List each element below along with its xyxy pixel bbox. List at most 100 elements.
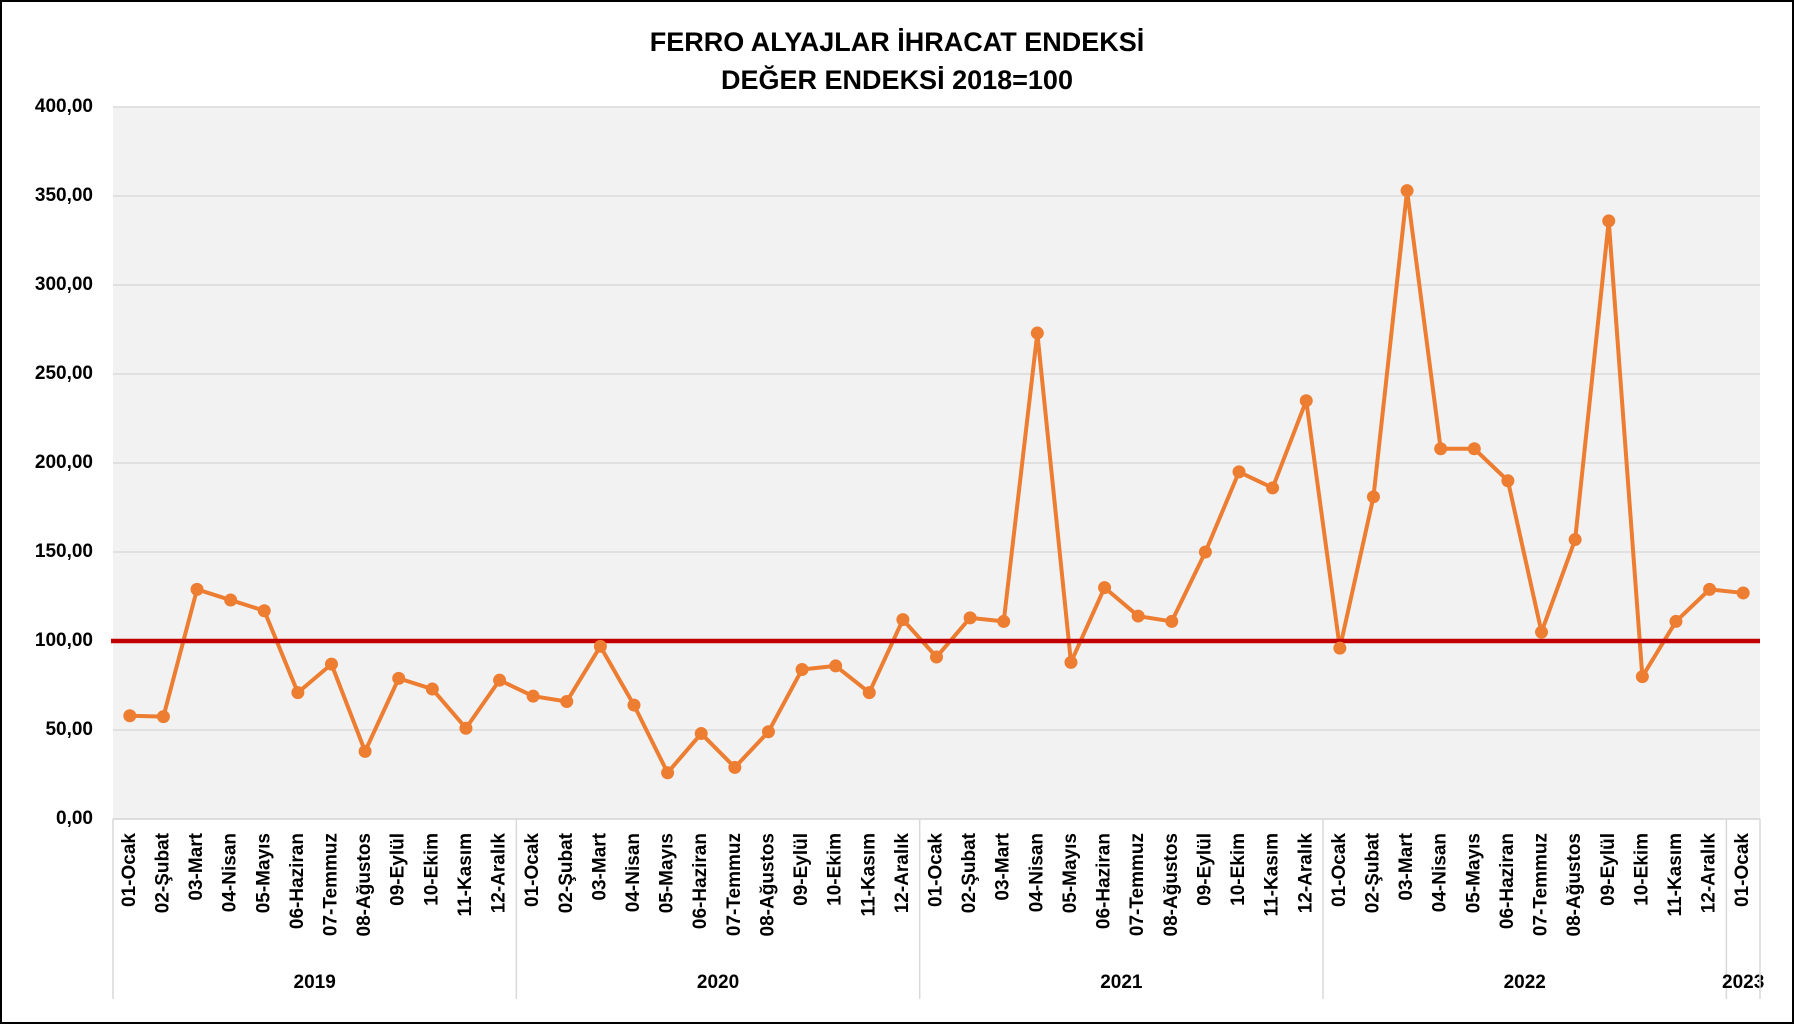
- x-tick-label: 09-Eylül: [791, 833, 812, 906]
- data-point: [627, 698, 641, 712]
- data-point: [1568, 533, 1582, 547]
- data-point: [1232, 465, 1246, 479]
- x-tick-label: 02-Şubat: [1362, 832, 1383, 913]
- x-tick-label: 10-Ekim: [825, 833, 846, 906]
- y-tick-label: 150,00: [35, 541, 93, 562]
- y-tick-label: 350,00: [35, 185, 93, 206]
- data-point: [156, 710, 170, 724]
- x-tick-label: 12-Aralık: [1295, 833, 1316, 914]
- y-tick-label: 100,00: [35, 630, 93, 651]
- data-point: [1030, 326, 1044, 340]
- data-point: [526, 689, 540, 703]
- data-point: [1535, 625, 1549, 639]
- data-point: [1266, 481, 1280, 495]
- x-tick-label: 07-Temmuz: [320, 833, 341, 936]
- x-tick-label: 10-Ekim: [1228, 833, 1249, 906]
- data-point: [930, 650, 943, 664]
- data-point: [1501, 474, 1515, 488]
- data-point: [1669, 614, 1683, 628]
- y-tick-label: 200,00: [35, 452, 93, 473]
- data-point: [829, 659, 843, 673]
- x-tick-label: 09-Eylül: [1598, 833, 1619, 906]
- x-tick-label: 01-Ocak: [1329, 833, 1350, 907]
- x-tick-label: 05-Mayıs: [253, 833, 274, 913]
- x-tick-label: 06-Haziran: [1497, 833, 1518, 929]
- x-tick-label: 04-Nisan: [1430, 833, 1451, 912]
- data-point: [1400, 184, 1414, 198]
- group-label: 2023: [1722, 972, 1764, 993]
- x-tick-label: 01-Ocak: [1732, 833, 1753, 907]
- x-tick-label: 03-Mart: [589, 832, 610, 900]
- y-tick-label: 300,00: [35, 274, 93, 295]
- x-tick-label: 01-Ocak: [119, 833, 140, 907]
- x-tick-label: 03-Mart: [186, 832, 207, 900]
- x-tick-label: 03-Mart: [1396, 832, 1417, 900]
- x-tick-label: 11-Kasım: [858, 833, 879, 916]
- x-tick-label: 11-Kasım: [1665, 833, 1686, 916]
- x-tick-label: 03-Mart: [993, 832, 1014, 900]
- data-point: [1635, 670, 1649, 684]
- data-point: [1333, 641, 1347, 655]
- data-point: [224, 593, 238, 607]
- x-tick-label: 12-Aralık: [489, 833, 510, 914]
- data-point: [1434, 442, 1448, 456]
- x-tick-label: 07-Temmuz: [724, 833, 745, 936]
- data-point: [123, 709, 137, 723]
- x-tick-label: 04-Nisan: [1026, 833, 1047, 912]
- data-point: [1366, 490, 1380, 504]
- group-label: 2020: [697, 972, 739, 993]
- data-point: [560, 695, 574, 709]
- y-tick-label: 50,00: [45, 719, 93, 740]
- group-label: 2021: [1100, 972, 1143, 993]
- data-point: [661, 766, 675, 780]
- data-point: [1299, 394, 1313, 408]
- data-point: [459, 721, 473, 735]
- data-point: [1467, 442, 1481, 456]
- data-point: [795, 662, 809, 676]
- x-tick-label: 09-Eylül: [1194, 833, 1215, 906]
- x-tick-label: 08-Ağustos: [757, 833, 778, 936]
- x-tick-label: 06-Haziran: [1094, 833, 1115, 929]
- y-tick-label: 0,00: [56, 808, 93, 829]
- data-point: [392, 671, 406, 685]
- data-point: [1703, 582, 1717, 596]
- data-point: [593, 639, 607, 653]
- data-point: [761, 725, 775, 739]
- x-tick-label: 01-Ocak: [926, 833, 947, 907]
- data-point: [291, 686, 305, 700]
- x-tick-label: 10-Ekim: [1631, 833, 1652, 906]
- x-tick-label: 08-Ağustos: [354, 833, 375, 936]
- data-point: [1165, 614, 1179, 628]
- x-tick-label: 04-Nisan: [623, 833, 644, 912]
- x-tick-label: 05-Mayıs: [657, 833, 678, 913]
- data-point: [728, 760, 742, 774]
- x-tick-label: 12-Aralık: [1699, 833, 1720, 914]
- data-point: [358, 744, 372, 758]
- x-tick-label: 11-Kasım: [1262, 833, 1283, 916]
- data-point: [997, 614, 1011, 628]
- x-tick-label: 07-Temmuz: [1127, 833, 1148, 936]
- data-point: [493, 673, 507, 687]
- x-tick-label: 08-Ağustos: [1161, 833, 1182, 936]
- data-point: [1198, 545, 1212, 559]
- y-tick-label: 250,00: [35, 363, 93, 384]
- data-point: [425, 682, 439, 696]
- group-label: 2019: [294, 972, 336, 993]
- x-tick-label: 09-Eylül: [388, 833, 409, 906]
- data-point: [1602, 214, 1616, 228]
- x-tick-label: 06-Haziran: [690, 833, 711, 929]
- data-point: [1736, 586, 1750, 600]
- x-tick-label: 05-Mayıs: [1463, 833, 1484, 913]
- data-point: [896, 613, 910, 627]
- y-tick-label: 400,00: [35, 96, 93, 117]
- data-point: [963, 611, 977, 625]
- chart-subtitle: DEĞER ENDEKSİ 2018=100: [721, 64, 1073, 95]
- chart-title: FERRO ALYAJLAR İHRACAT ENDEKSİ: [650, 27, 1145, 57]
- x-tick-label: 10-Ekim: [421, 833, 442, 906]
- x-tick-label: 01-Ocak: [522, 833, 543, 907]
- data-point: [257, 604, 271, 618]
- x-tick-label: 02-Şubat: [556, 832, 577, 913]
- data-point: [1131, 609, 1145, 623]
- data-point: [324, 657, 338, 671]
